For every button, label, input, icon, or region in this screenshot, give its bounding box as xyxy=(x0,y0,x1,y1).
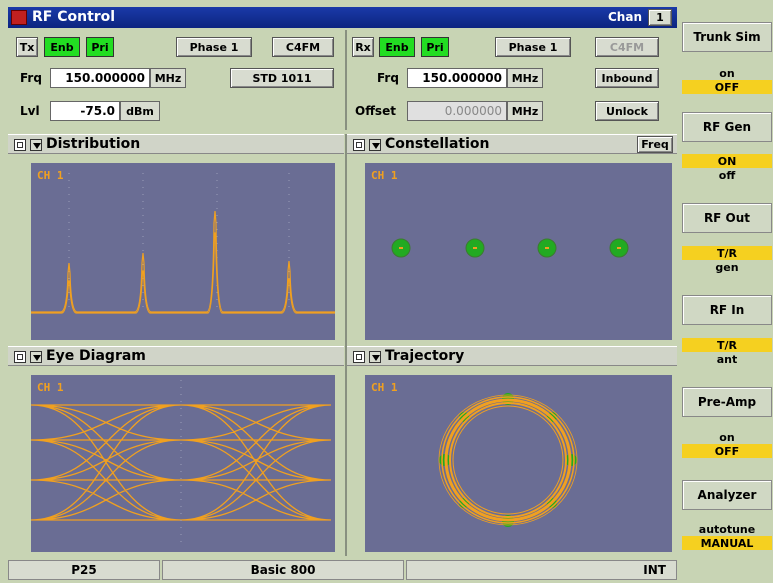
trajectory-title: Trajectory xyxy=(385,348,465,364)
rx-pri-toggle[interactable]: Pri xyxy=(421,37,449,57)
eye-diagram-title: Eye Diagram xyxy=(46,348,146,364)
rx-offset-label: Offset xyxy=(355,104,396,118)
maximize-icon[interactable] xyxy=(14,351,26,363)
rf-in-option-tr[interactable]: T/R xyxy=(682,338,772,352)
eye-trace-path xyxy=(31,404,332,521)
rx-frq-label: Frq xyxy=(377,71,399,85)
constellation-title: Constellation xyxy=(385,136,490,152)
tx-frequency-input[interactable]: 150.000000 xyxy=(50,68,150,88)
distribution-header: Distribution xyxy=(8,134,344,154)
maximize-icon[interactable] xyxy=(14,139,26,151)
tx-button[interactable]: Tx xyxy=(16,37,38,57)
trunk-sim-title: Trunk Sim xyxy=(682,22,772,52)
constellation-panel: Constellation Freq CH 1 xyxy=(347,134,677,342)
dropdown-icon[interactable] xyxy=(30,351,42,363)
tx-frq-unit: MHz xyxy=(150,68,186,88)
panel-divider-vertical xyxy=(345,134,347,556)
constellation-header: Constellation Freq xyxy=(347,134,677,154)
dropdown-icon[interactable] xyxy=(30,139,42,151)
distribution-panel: Distribution CH 1 xyxy=(8,134,344,342)
trajectory-channel-label: CH 1 xyxy=(371,381,398,394)
dropdown-icon[interactable] xyxy=(369,351,381,363)
tx-frq-label: Frq xyxy=(20,71,42,85)
tx-lvl-label: Lvl xyxy=(20,104,40,118)
trajectory-header: Trajectory xyxy=(347,346,677,366)
trunk-sim-option-on[interactable]: on xyxy=(719,66,735,80)
window-menu-icon[interactable] xyxy=(11,10,27,25)
tx-pri-toggle[interactable]: Pri xyxy=(86,37,114,57)
softkey-menu: Trunk Sim on OFF RF Gen ON off RF Out T/… xyxy=(680,0,773,583)
softkey-rf-gen[interactable]: RF Gen ON off xyxy=(682,112,772,192)
rx-section: Rx Enb Pri Phase 1 C4FM Frq 150.000000 M… xyxy=(347,28,677,128)
trajectory-panel: Trajectory CH 1 xyxy=(347,346,677,556)
tx-section: Tx Enb Pri Phase 1 C4FM Frq 150.000000 M… xyxy=(8,28,344,128)
status-protocol: P25 xyxy=(8,560,160,580)
distribution-trace xyxy=(31,173,335,314)
status-system: Basic 800 xyxy=(162,560,404,580)
trajectory-trace xyxy=(438,393,578,527)
rx-enable-toggle[interactable]: Enb xyxy=(379,37,415,57)
rx-button[interactable]: Rx xyxy=(352,37,374,57)
rx-frequency-input[interactable]: 150.000000 xyxy=(407,68,507,88)
pre-amp-option-on[interactable]: on xyxy=(719,430,735,444)
rx-frq-unit: MHz xyxy=(507,68,543,88)
eye-diagram-trace xyxy=(31,380,332,545)
eye-diagram-plot: CH 1 xyxy=(31,375,335,552)
rf-out-option-tr[interactable]: T/R xyxy=(682,246,772,260)
freq-button[interactable]: Freq xyxy=(637,136,673,153)
rx-inbound-button[interactable]: Inbound xyxy=(595,68,659,88)
maximize-icon[interactable] xyxy=(353,351,365,363)
tx-std-button[interactable]: STD 1011 xyxy=(230,68,334,88)
distribution-plot: CH 1 xyxy=(31,163,335,340)
tx-lvl-unit: dBm xyxy=(120,101,160,121)
rx-offset-unit: MHz xyxy=(507,101,543,121)
trajectory-plot: CH 1 xyxy=(365,375,672,552)
rx-offset-input[interactable]: 0.000000 xyxy=(407,101,507,121)
constellation-plot: CH 1 xyxy=(365,163,672,340)
softkey-rf-out[interactable]: RF Out T/R gen xyxy=(682,203,772,283)
rx-unlock-button[interactable]: Unlock xyxy=(595,101,659,121)
rf-gen-option-on[interactable]: ON xyxy=(682,154,772,168)
softkey-analyzer[interactable]: Analyzer autotune MANUAL xyxy=(682,480,772,560)
rf-in-option-ant[interactable]: ant xyxy=(716,352,738,366)
rf-gen-title: RF Gen xyxy=(682,112,772,142)
distribution-title: Distribution xyxy=(46,136,141,152)
eye-diagram-header: Eye Diagram xyxy=(8,346,344,366)
trunk-sim-option-off[interactable]: OFF xyxy=(682,80,772,94)
rf-out-option-gen[interactable]: gen xyxy=(715,260,739,274)
softkey-trunk-sim[interactable]: Trunk Sim on OFF xyxy=(682,22,772,102)
chan-label: Chan xyxy=(608,10,642,24)
tx-level-input[interactable]: -75.0 xyxy=(50,101,120,121)
constellation-channel-label: CH 1 xyxy=(371,169,398,182)
softkey-rf-in[interactable]: RF In T/R ant xyxy=(682,295,772,375)
window-title: RF Control xyxy=(32,9,116,25)
tx-enable-toggle[interactable]: Enb xyxy=(44,37,80,57)
dropdown-icon[interactable] xyxy=(369,139,381,151)
status-reference: INT xyxy=(406,560,677,580)
analyzer-option-manual[interactable]: MANUAL xyxy=(682,536,772,550)
eye-channel-label: CH 1 xyxy=(37,381,64,394)
tx-mod-button[interactable]: C4FM xyxy=(272,37,334,57)
maximize-icon[interactable] xyxy=(353,139,365,151)
constellation-symbols xyxy=(391,238,629,258)
pre-amp-option-off[interactable]: OFF xyxy=(682,444,772,458)
rf-gen-option-off[interactable]: off xyxy=(718,168,736,182)
softkey-pre-amp[interactable]: Pre-Amp on OFF xyxy=(682,387,772,467)
chan-selector[interactable]: 1 xyxy=(648,9,672,26)
title-bar: RF Control Chan 1 xyxy=(8,7,677,28)
distribution-channel-label: CH 1 xyxy=(37,169,64,182)
rx-mod-button[interactable]: C4FM xyxy=(595,37,659,57)
analyzer-title: Analyzer xyxy=(682,480,772,510)
rf-out-title: RF Out xyxy=(682,203,772,233)
rf-in-title: RF In xyxy=(682,295,772,325)
pre-amp-title: Pre-Amp xyxy=(682,387,772,417)
tx-phase-button[interactable]: Phase 1 xyxy=(176,37,252,57)
rx-phase-button[interactable]: Phase 1 xyxy=(495,37,571,57)
tx-rx-divider xyxy=(345,30,347,130)
analyzer-option-autotune[interactable]: autotune xyxy=(698,522,756,536)
eye-diagram-panel: Eye Diagram CH 1 xyxy=(8,346,344,556)
